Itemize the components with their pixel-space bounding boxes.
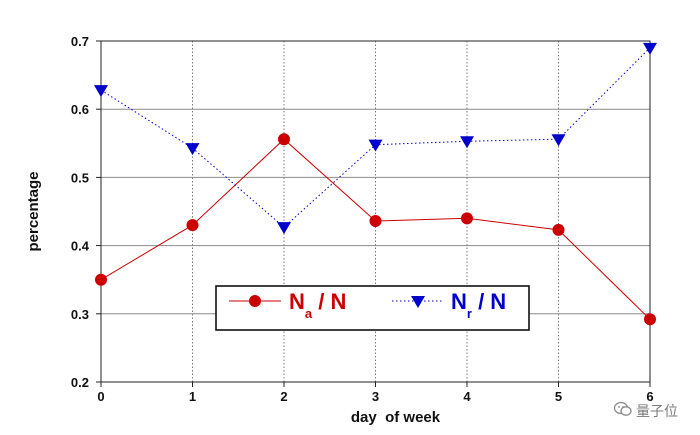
data-point-circle [461, 212, 473, 225]
y-tick-label: 0.5 [71, 170, 89, 185]
y-tick-label: 0.3 [71, 307, 89, 322]
legend-marker [249, 295, 261, 307]
x-tick-label: 3 [372, 389, 379, 404]
x-axis-title: day of week [351, 409, 441, 426]
data-point-triangle [460, 136, 474, 149]
y-tick-label: 0.2 [71, 375, 89, 390]
data-point-circle [278, 133, 290, 146]
watermark-text: 量子位 [636, 404, 678, 420]
tick-layer: 0.2 0.3 0.4 0.5 0.6 0.7 0 1 2 3 4 5 6 [71, 34, 654, 404]
data-point-circle [95, 273, 107, 286]
legend-box [215, 285, 530, 331]
x-tick-label: 5 [555, 389, 562, 404]
series-nr-over-n [94, 42, 657, 235]
x-tick-label: 2 [280, 389, 287, 404]
data-point-triangle [277, 222, 291, 235]
y-tick-label: 0.7 [71, 34, 89, 49]
y-tick-label: 0.6 [71, 102, 89, 117]
x-tick-label: 0 [97, 389, 104, 404]
legend-marker [411, 296, 425, 308]
data-point-triangle [94, 85, 108, 98]
plot-frame [100, 40, 651, 383]
data-point-triangle [643, 42, 657, 55]
data-point-circle [644, 313, 656, 326]
data-point-circle [186, 219, 199, 232]
x-tick-label: 1 [189, 389, 196, 404]
data-point-circle [369, 215, 382, 228]
legend-label: Nr / N [451, 289, 506, 321]
series-line [100, 47, 651, 228]
legend-label: Na / N [289, 289, 346, 321]
data-point-triangle [551, 134, 566, 147]
series-layer [94, 42, 657, 326]
grid-layer [101, 41, 650, 382]
legend: Na / N Nr / N [215, 285, 530, 331]
data-point-triangle [185, 143, 200, 156]
y-axis-title: percentage [25, 171, 42, 251]
series-na-over-n [95, 133, 656, 326]
data-point-triangle [368, 139, 383, 152]
watermark: 量子位 [613, 401, 678, 421]
data-point-circle [552, 223, 565, 236]
x-tick-label: 6 [646, 389, 653, 404]
wechat-icon [613, 401, 632, 421]
x-tick-label: 4 [463, 389, 471, 404]
y-tick-label: 0.4 [71, 239, 90, 254]
